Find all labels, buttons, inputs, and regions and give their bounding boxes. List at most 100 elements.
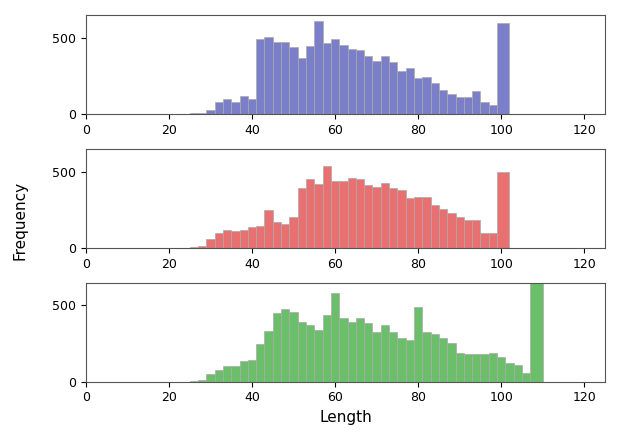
- X-axis label: Length: Length: [319, 410, 372, 425]
- Bar: [248, 359, 256, 382]
- Bar: [331, 181, 339, 248]
- Bar: [472, 220, 480, 248]
- Bar: [231, 102, 239, 114]
- Bar: [306, 180, 314, 248]
- Bar: [281, 224, 290, 248]
- Bar: [422, 197, 430, 248]
- Bar: [331, 293, 339, 382]
- Bar: [322, 166, 331, 248]
- Bar: [505, 363, 513, 382]
- Bar: [231, 231, 239, 248]
- Bar: [447, 213, 456, 248]
- Bar: [265, 331, 273, 382]
- Bar: [356, 318, 364, 382]
- Bar: [339, 181, 348, 248]
- Bar: [497, 22, 510, 114]
- Bar: [497, 172, 510, 248]
- Bar: [422, 332, 430, 382]
- Bar: [405, 340, 414, 382]
- Bar: [456, 353, 464, 382]
- Bar: [239, 361, 248, 382]
- Bar: [430, 83, 439, 114]
- Bar: [290, 47, 298, 114]
- Bar: [239, 231, 248, 248]
- Bar: [198, 380, 206, 382]
- Bar: [248, 227, 256, 248]
- Bar: [364, 185, 373, 248]
- Bar: [306, 325, 314, 382]
- Bar: [206, 110, 215, 114]
- Bar: [397, 71, 405, 114]
- Bar: [480, 353, 489, 382]
- Bar: [480, 102, 489, 114]
- Bar: [322, 315, 331, 382]
- Bar: [339, 45, 348, 114]
- Bar: [298, 322, 306, 382]
- Bar: [489, 105, 497, 114]
- Bar: [298, 188, 306, 248]
- Bar: [281, 42, 290, 114]
- Bar: [215, 370, 223, 382]
- Bar: [472, 91, 480, 114]
- Bar: [373, 332, 381, 382]
- Bar: [405, 198, 414, 248]
- Bar: [290, 312, 298, 382]
- Bar: [489, 353, 497, 382]
- Bar: [513, 365, 522, 382]
- Bar: [273, 313, 281, 382]
- Bar: [256, 40, 265, 114]
- Bar: [430, 205, 439, 248]
- Bar: [439, 209, 447, 248]
- Bar: [456, 96, 464, 114]
- Bar: [389, 62, 397, 114]
- Bar: [290, 216, 298, 248]
- Bar: [381, 183, 389, 248]
- Bar: [223, 99, 231, 114]
- Bar: [422, 77, 430, 114]
- Bar: [381, 325, 389, 382]
- Bar: [198, 113, 206, 114]
- Bar: [265, 37, 273, 114]
- Bar: [190, 381, 198, 382]
- Bar: [530, 283, 542, 382]
- Bar: [239, 96, 248, 114]
- Bar: [464, 97, 472, 114]
- Bar: [190, 247, 198, 248]
- Bar: [206, 374, 215, 382]
- Bar: [314, 330, 322, 382]
- Bar: [256, 226, 265, 248]
- Bar: [447, 343, 456, 382]
- Bar: [405, 68, 414, 114]
- Bar: [223, 367, 231, 382]
- Bar: [348, 49, 356, 114]
- Bar: [397, 190, 405, 248]
- Bar: [339, 319, 348, 382]
- Bar: [331, 40, 339, 114]
- Bar: [273, 222, 281, 248]
- Bar: [198, 246, 206, 248]
- Bar: [356, 50, 364, 114]
- Bar: [430, 334, 439, 382]
- Bar: [223, 231, 231, 248]
- Bar: [314, 184, 322, 248]
- Bar: [439, 90, 447, 114]
- Bar: [314, 21, 322, 114]
- Bar: [480, 234, 489, 248]
- Bar: [456, 216, 464, 248]
- Bar: [348, 178, 356, 248]
- Bar: [281, 308, 290, 382]
- Bar: [348, 322, 356, 382]
- Bar: [373, 187, 381, 248]
- Bar: [389, 188, 397, 248]
- Bar: [248, 99, 256, 114]
- Bar: [356, 180, 364, 248]
- Bar: [306, 46, 314, 114]
- Bar: [447, 94, 456, 114]
- Bar: [464, 220, 472, 248]
- Bar: [439, 337, 447, 382]
- Bar: [414, 77, 422, 114]
- Bar: [206, 239, 215, 248]
- Bar: [414, 197, 422, 248]
- Bar: [231, 367, 239, 382]
- Bar: [489, 234, 497, 248]
